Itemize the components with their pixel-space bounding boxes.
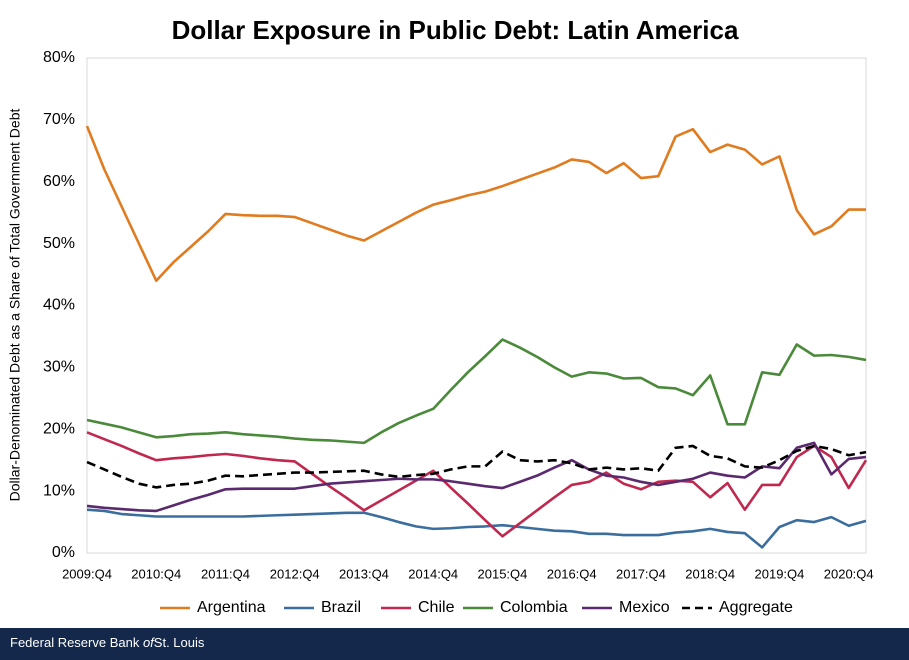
series-line bbox=[86, 508, 867, 549]
chart-title: Dollar Exposure in Public Debt: Latin Am… bbox=[172, 15, 739, 45]
y-tick-label: 80% bbox=[43, 49, 75, 66]
footer-text-part: Federal Reserve Bank bbox=[10, 635, 143, 650]
series-line bbox=[85, 125, 866, 283]
x-tick-label: 2019:Q4 bbox=[755, 566, 805, 581]
series-line bbox=[86, 441, 867, 513]
footer-text-part: St. Louis bbox=[154, 635, 205, 650]
legend-label: Chile bbox=[418, 599, 455, 616]
plot-frame bbox=[86, 57, 867, 554]
series-line bbox=[86, 338, 867, 445]
legend-label: Brazil bbox=[321, 599, 361, 616]
y-tick-label: 0% bbox=[52, 544, 75, 561]
y-tick-label: 40% bbox=[43, 297, 75, 314]
y-tick-label: 20% bbox=[43, 420, 75, 437]
footer-text-italic: of bbox=[143, 635, 155, 650]
x-tick-label: 2016:Q4 bbox=[547, 566, 597, 581]
x-tick-label: 2018:Q4 bbox=[685, 566, 735, 581]
x-tick-label: 2020:Q4 bbox=[824, 566, 874, 581]
legend-label: Aggregate bbox=[719, 599, 793, 616]
x-tick-label: 2017:Q4 bbox=[616, 566, 666, 581]
x-tick-label: 2010:Q4 bbox=[131, 566, 181, 581]
y-tick-label: 50% bbox=[43, 235, 75, 252]
y-tick-label: 70% bbox=[43, 111, 75, 128]
footer-text: Federal Reserve Bank ofSt. Louis bbox=[10, 635, 205, 650]
y-tick-label: 60% bbox=[43, 173, 75, 190]
x-tick-label: 2011:Q4 bbox=[201, 566, 250, 581]
footer-bar bbox=[0, 628, 909, 660]
x-tick-label: 2009:Q4 bbox=[62, 566, 112, 581]
x-tick-label: 2012:Q4 bbox=[270, 566, 320, 581]
y-tick-label: 30% bbox=[43, 359, 75, 376]
legend-label: Mexico bbox=[619, 599, 670, 616]
y-axis-label: Dollar-Denominated Debt as a Share of To… bbox=[7, 109, 23, 502]
legend-label: Argentina bbox=[197, 599, 266, 616]
series-line bbox=[86, 444, 867, 489]
x-tick-label: 2013:Q4 bbox=[339, 566, 389, 581]
legend-label: Colombia bbox=[500, 599, 568, 616]
y-tick-label: 10% bbox=[43, 482, 75, 499]
x-tick-label: 2014:Q4 bbox=[408, 566, 458, 581]
x-tick-label: 2015:Q4 bbox=[478, 566, 528, 581]
series-line bbox=[86, 431, 868, 538]
